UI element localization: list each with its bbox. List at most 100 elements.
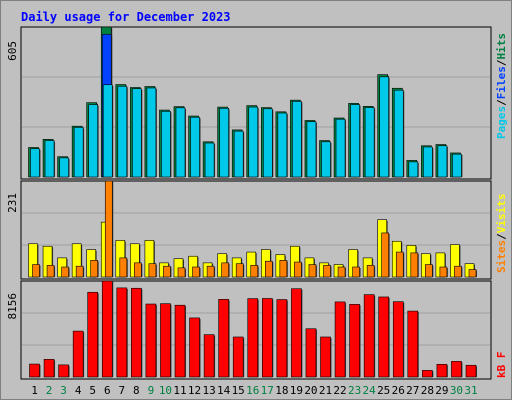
bar-pages-17 (262, 108, 273, 178)
bar-pages-22 (335, 118, 346, 178)
y-max-label-0: 605 (6, 41, 19, 61)
bar-pages-7 (117, 85, 128, 178)
bar-sites-11 (177, 267, 186, 278)
bar-kbytes-9 (145, 303, 157, 378)
bar-sites-29 (439, 266, 448, 278)
bar-sites-21 (323, 265, 331, 278)
bar-pages-29 (437, 145, 448, 178)
bar-pages-14 (219, 108, 229, 178)
day-label-6: 6 (104, 384, 111, 397)
bar-kbytes-8 (131, 287, 142, 378)
bar-sites-7 (119, 257, 128, 278)
chart-title: Daily usage for December 2023 (21, 10, 231, 24)
day-label-9: 9 (148, 384, 155, 397)
bar-pages-3 (59, 157, 69, 178)
bar-sites-25 (381, 232, 390, 278)
bar-pages-15 (233, 130, 244, 178)
bar-sites-6 (104, 180, 113, 278)
bar-sites-28 (425, 264, 433, 278)
bar-pages-8 (132, 88, 142, 178)
bar-pages-26 (393, 89, 404, 178)
bar-sites-24 (366, 265, 375, 278)
legend-entry-sites: Sites (495, 240, 508, 273)
bar-kbytes-30 (451, 361, 462, 378)
day-label-27: 27 (406, 384, 419, 397)
day-label-30: 30 (450, 384, 463, 397)
day-label-21: 21 (319, 384, 332, 397)
bar-kbytes-20 (305, 328, 317, 378)
bar-sites-17 (264, 260, 273, 278)
day-label-15: 15 (232, 384, 245, 397)
bar-kbytes-4 (72, 330, 84, 378)
day-label-16: 16 (246, 384, 259, 397)
bar-sites-23 (352, 266, 360, 278)
bar-sites-22 (337, 266, 346, 278)
bar-kbytes-31 (465, 364, 477, 378)
day-label-7: 7 (118, 384, 125, 397)
bar-sites-27 (410, 252, 419, 278)
bar-pages-11 (175, 107, 186, 178)
bar-kbytes-22 (334, 301, 346, 378)
bar-sites-20 (308, 264, 317, 278)
bar-kbytes-2 (43, 359, 55, 378)
day-label-18: 18 (275, 384, 288, 397)
bar-pages-27 (408, 161, 419, 178)
bar-kbytes-24 (363, 294, 375, 378)
bar-pages-20 (306, 121, 317, 178)
bar-pages-21 (321, 141, 331, 178)
bar-sites-12 (192, 266, 200, 278)
day-label-31: 31 (464, 384, 477, 397)
bar-kbytes-28 (422, 370, 433, 378)
day-label-12: 12 (188, 384, 201, 397)
day-label-8: 8 (133, 384, 140, 397)
bar-sites-4 (75, 265, 84, 278)
bar-pages-16 (248, 106, 259, 178)
bar-kbytes-21 (320, 336, 331, 378)
bar-sites-2 (46, 265, 55, 278)
bar-sites-13 (206, 265, 215, 278)
day-label-26: 26 (392, 384, 405, 397)
bar-pages-19 (292, 101, 302, 178)
bar-kbytes-1 (29, 363, 40, 378)
y-max-label-2: 8156 (6, 293, 19, 320)
day-label-20: 20 (304, 384, 317, 397)
bar-sites-5 (90, 260, 98, 278)
bar-kbytes-19 (291, 288, 302, 378)
bar-pages-6 (102, 84, 113, 178)
legend-entry-pages: Pages (495, 106, 508, 139)
bar-sites-10 (163, 265, 171, 278)
bar-sites-26 (395, 251, 404, 278)
legend-entry-hits: Hits (495, 33, 508, 60)
bar-kbytes-14 (218, 299, 229, 378)
bar-kbytes-7 (116, 287, 128, 378)
bar-kbytes-13 (203, 334, 215, 378)
day-label-3: 3 (60, 384, 67, 397)
day-label-23: 23 (348, 384, 361, 397)
legend-entry-kb-f: kB F (495, 352, 508, 379)
bar-sites-18 (279, 260, 288, 278)
bar-sites-16 (250, 265, 259, 278)
day-label-24: 24 (363, 384, 377, 397)
bar-pages-2 (44, 140, 55, 178)
legend-kbytes: kB F (495, 352, 508, 379)
bar-kbytes-6 (101, 280, 113, 378)
bar-kbytes-12 (189, 317, 200, 378)
bar-sites-14 (221, 262, 229, 278)
day-label-28: 28 (421, 384, 434, 397)
y-max-label-1: 231 (6, 193, 19, 213)
day-label-14: 14 (217, 384, 231, 397)
bar-pages-28 (423, 146, 433, 178)
bar-sites-8 (134, 262, 142, 278)
legend-entry-visits: Visits (495, 194, 508, 234)
bar-sites-15 (235, 263, 244, 278)
bar-sites-30 (454, 265, 462, 278)
day-label-22: 22 (333, 384, 346, 397)
legend-visits: Sites/Visits (495, 194, 508, 274)
bar-kbytes-15 (232, 336, 244, 378)
bar-kbytes-25 (378, 296, 390, 378)
bar-pages-12 (190, 116, 200, 178)
bar-pages-30 (452, 153, 462, 178)
day-label-25: 25 (377, 384, 390, 397)
day-label-2: 2 (46, 384, 53, 397)
